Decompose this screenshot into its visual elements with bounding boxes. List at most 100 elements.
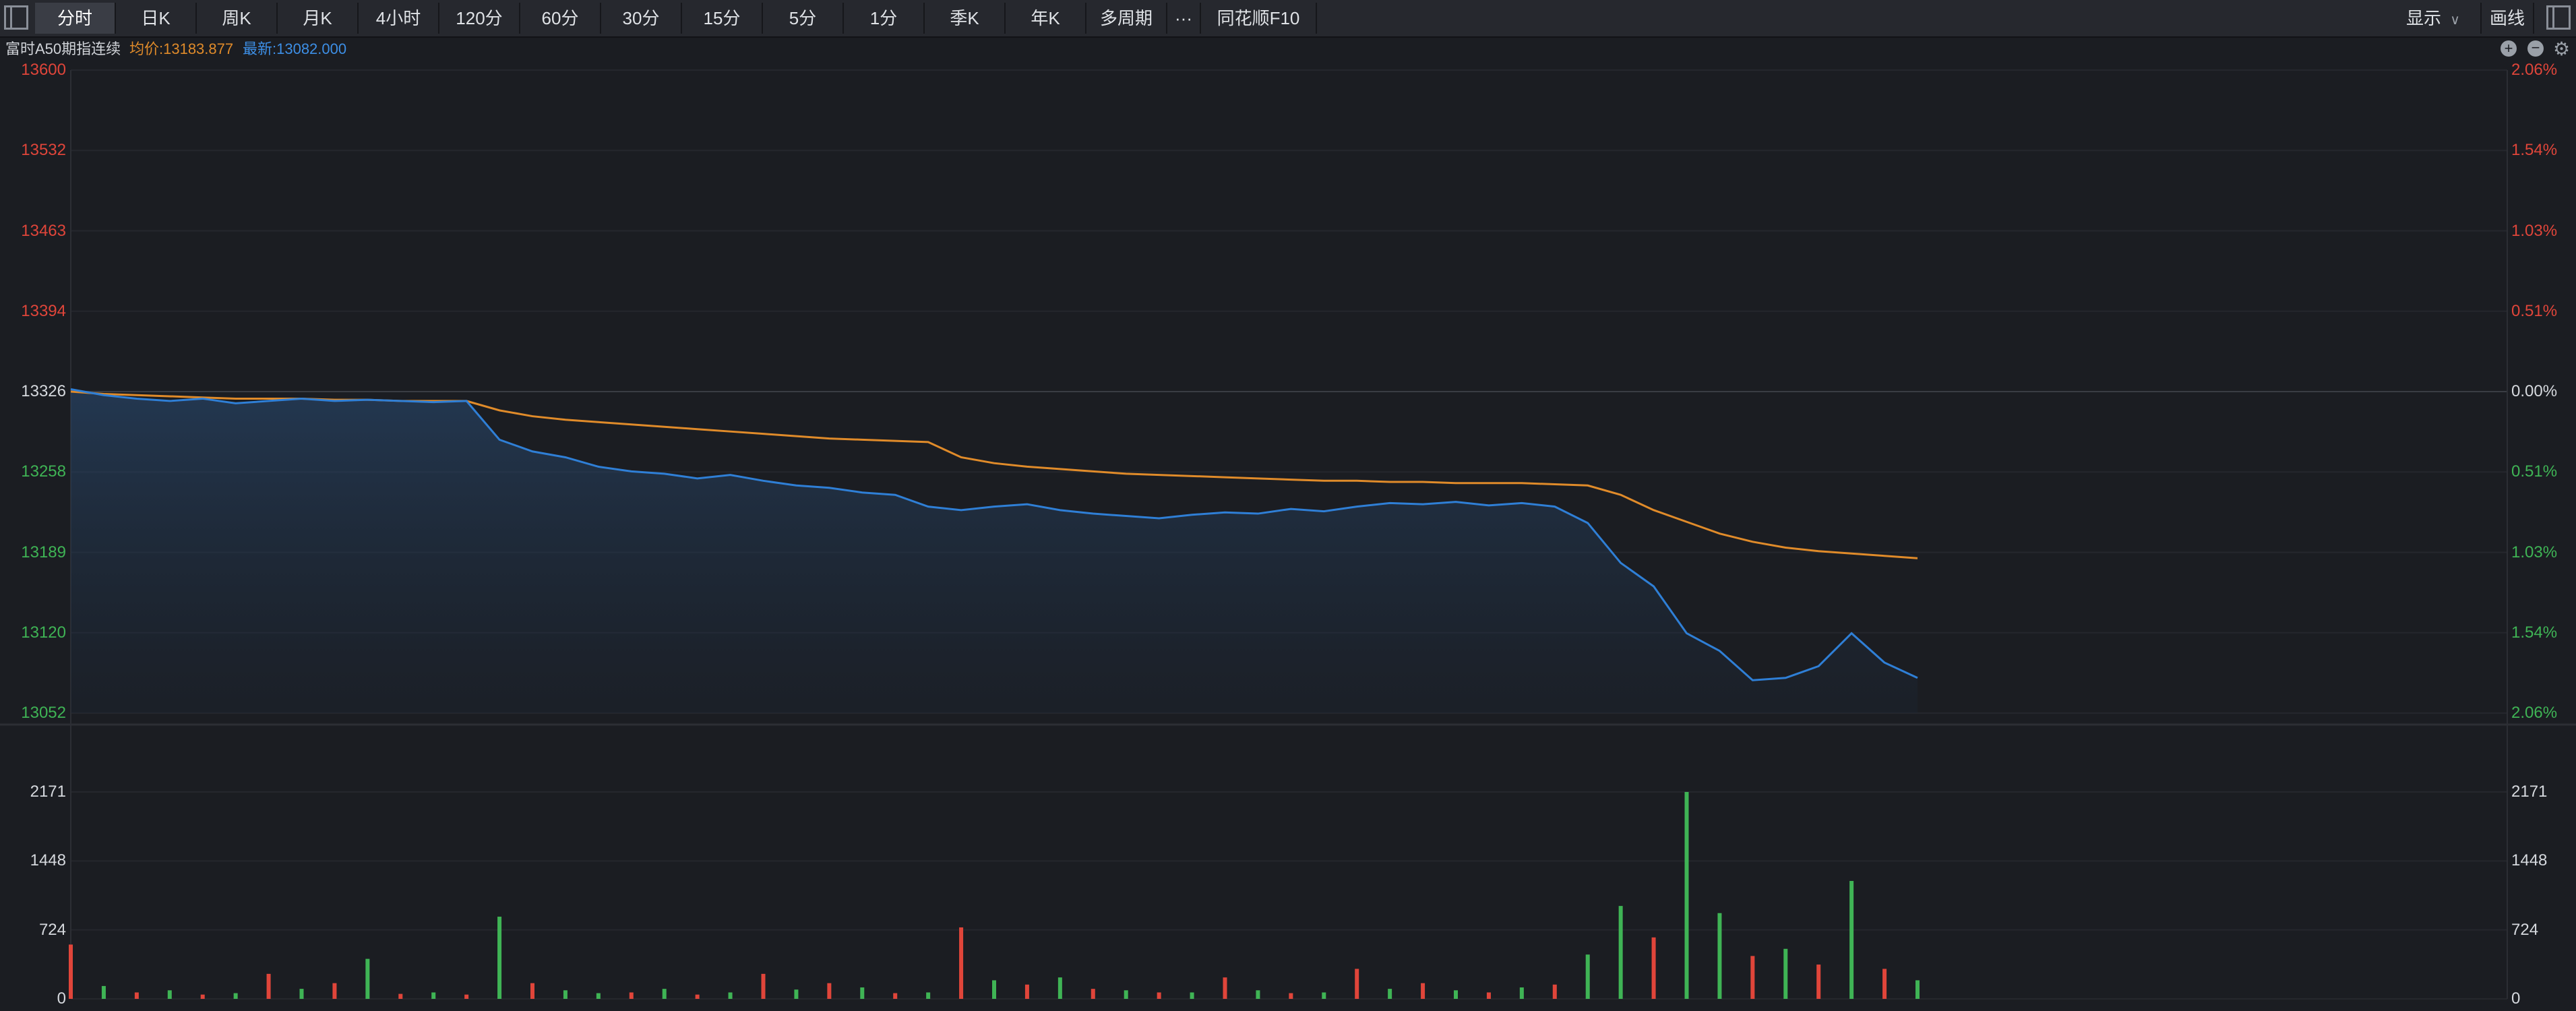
display-dropdown[interactable]: 显示 ∨ [2406,3,2460,34]
left-price-tick: 13258 [21,462,66,481]
right-panel-toggle-button[interactable] [2546,5,2571,30]
volume-bar [233,993,238,999]
volume-bar [1322,992,1326,999]
right-percent-tick: 1.54% [2511,623,2558,642]
volume-bar [398,993,403,999]
right-percent-tick: 2.06% [2511,704,2558,722]
right-percent-tick: 0.51% [2511,462,2558,481]
volume-bar [1124,990,1128,999]
volume-bar [959,927,964,999]
tab-5[interactable]: 4小时 [359,3,439,34]
volume-bar [1256,990,1260,999]
info-bar: 富时A50期指连续 均价:13183.877 最新:13082.000 + − … [0,38,2576,61]
right-percent-tick: 2.06% [2511,61,2558,79]
gear-icon[interactable]: ⚙ [2553,38,2571,59]
instrument-title: 富时A50期指连续 [5,40,121,57]
volume-bar [1024,984,1029,999]
tab-13[interactable]: 年K [1006,3,1086,34]
volume-tick-right: 0 [2511,989,2521,1008]
sidebar-toggle-button[interactable] [4,5,28,30]
volume-bar [299,989,304,999]
volume-bar [1454,990,1458,999]
volume-tick-left: 0 [57,989,66,1008]
volume-bar [1585,954,1590,999]
zoom-out-icon[interactable]: − [2527,40,2544,57]
volume-bar [1091,989,1095,999]
tab-6[interactable]: 120分 [439,3,520,34]
right-percent-tick: 0.00% [2511,382,2558,400]
tab-12[interactable]: 季K [925,3,1006,34]
tab-3[interactable]: 周K [197,3,278,34]
volume-bar [860,987,865,999]
volume-tick-right: 2171 [2511,783,2548,801]
volume-tick-left: 724 [38,920,66,939]
left-price-tick: 13120 [21,623,66,642]
volume-bar [1289,993,1293,999]
draw-button[interactable]: 画线 [2480,3,2534,34]
volume-bar [134,992,139,999]
zoom-in-icon[interactable]: + [2501,40,2517,57]
price-area [71,389,1918,713]
tab-14[interactable]: 多周期 [1086,3,1167,34]
volume-bar [1519,987,1524,999]
volume-bar [1157,992,1161,999]
tab-7[interactable]: 60分 [520,3,601,34]
tab-1[interactable]: 分时 [35,3,116,34]
volume-bar [992,980,996,999]
volume-bar [530,983,534,999]
toolbar: 分时 日K 周K 月K 4小时 120分 60分 30分 15分 5分 1分 季K 年K 多周期 ··· … [0,0,2576,38]
volume-bar [1421,983,1425,999]
avg-price-label: 均价:13183.877 [129,40,234,57]
tab-2[interactable]: 日K [116,3,197,34]
left-price-tick: 13326 [21,382,66,400]
volume-bar [365,958,370,999]
volume-bar [761,973,766,999]
tab-10[interactable]: 5分 [763,3,844,34]
left-price-tick: 13052 [21,704,66,722]
volume-bar [69,944,73,999]
volume-tick-right: 1448 [2511,851,2548,870]
volume-bar [1684,792,1689,999]
volume-bar [1651,937,1656,999]
left-price-tick: 13189 [21,543,66,561]
tab-9[interactable]: 15分 [682,3,763,34]
volume-bar [200,994,205,999]
left-price-tick: 13463 [21,221,66,240]
price-line [70,388,1918,681]
volume-bar [1618,906,1623,999]
left-price-tick: 13600 [21,61,66,79]
volume-bar [1190,992,1194,999]
volume-bar [1388,989,1392,999]
volume-bar [695,994,700,999]
volume-bar [1057,977,1062,999]
volume-tick-left: 1448 [30,851,66,870]
more-periods-button[interactable]: ··· [1167,3,1201,34]
volume-bar [662,989,667,999]
right-percent-tick: 1.03% [2511,221,2558,240]
volume-bar [563,990,568,999]
volume-bar [431,992,436,999]
tab-11[interactable]: 1分 [844,3,925,34]
volume-bar [1552,984,1557,999]
volume-bar [1882,969,1887,999]
volume-bar [332,983,337,999]
volume-bar [596,993,601,999]
volume-bar [827,983,832,999]
volume-bar [794,989,799,999]
volume-bar [167,990,172,999]
volume-bar [266,973,271,999]
volume-bar [101,985,106,999]
volume-bar [1355,969,1359,999]
right-percent-tick: 1.03% [2511,543,2558,561]
volume-tick-right: 724 [2511,920,2539,939]
f10-button[interactable]: 同花顺F10 [1201,3,1317,34]
volume-bar [1783,948,1788,999]
volume-bar [893,993,898,999]
panel-icon [10,7,12,28]
tab-4[interactable]: 月K [278,3,359,34]
volume-bar [1223,977,1227,999]
volume-bar [629,992,634,999]
left-price-tick: 13532 [21,141,66,160]
left-price-tick: 13394 [21,301,66,320]
tab-8[interactable]: 30分 [601,3,682,34]
